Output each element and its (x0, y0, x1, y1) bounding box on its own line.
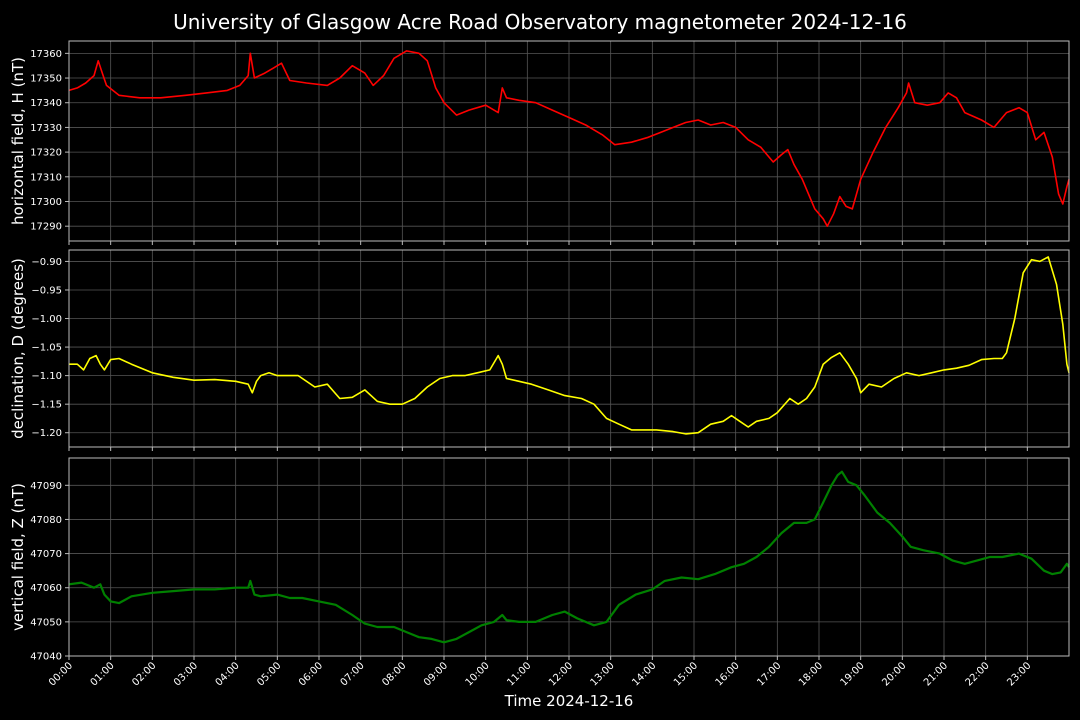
y-tick-label: 47060 (30, 583, 62, 594)
x-tick-label: 23:00 (1005, 660, 1033, 688)
x-tick-label: 19:00 (839, 660, 867, 688)
x-tick-label: 13:00 (589, 660, 617, 688)
y-tick-label: 47040 (30, 652, 62, 663)
y-tick-label: −1.10 (31, 371, 62, 382)
y-tick-label: −0.95 (31, 285, 62, 296)
x-tick-label: 00:00 (47, 660, 75, 688)
horizontal-field-panel: 17290 17300 17310 17320 17330 17340 17350 17360… (9, 40, 1070, 245)
x-tick-label: 02:00 (130, 660, 158, 688)
y-tick-label: 17320 (30, 148, 62, 159)
y-tick-label: 17290 (30, 222, 62, 233)
horizontal-field-series-line (68, 50, 1070, 227)
y-tick-label: 17360 (30, 49, 62, 60)
horizontal-field-y-label: horizontal field, H (nT) (9, 57, 27, 225)
declination-y-label: declination, D (degrees) (9, 258, 27, 439)
x-tick-label: 11:00 (505, 660, 533, 688)
x-tick-label: 16:00 (714, 660, 742, 688)
y-tick-label: −1.05 (31, 343, 62, 354)
x-tick-label: 20:00 (880, 660, 908, 688)
x-tick-label: 04:00 (214, 660, 242, 688)
x-tick-label: 17:00 (755, 660, 783, 688)
y-tick-label: 17330 (30, 123, 62, 134)
x-tick-label: 21:00 (922, 660, 950, 688)
declination-panel: −1.20 −1.15 −1.10 −1.05 −1.00 −0.95 −0.90 decli… (9, 249, 1070, 451)
y-tick-label: 47080 (30, 515, 62, 526)
x-tick-label: 10:00 (464, 660, 492, 688)
horizontal-field-frame (68, 40, 1070, 242)
x-tick-label: 14:00 (630, 660, 658, 688)
y-tick-label: −1.00 (31, 314, 62, 325)
y-tick-label: −1.15 (31, 400, 62, 411)
declination-series-line (69, 256, 1070, 435)
x-tick-label: 09:00 (422, 660, 450, 688)
x-tick-label: 22:00 (964, 660, 992, 688)
x-tick-label: 15:00 (672, 660, 700, 688)
y-tick-label: 47050 (30, 617, 62, 628)
y-tick-label: 47070 (30, 549, 62, 560)
y-tick-label: −0.90 (31, 257, 62, 268)
x-tick-label: 03:00 (172, 660, 200, 688)
declination-frame (68, 249, 1070, 448)
y-tick-label: 17310 (30, 172, 62, 183)
vertical-field-frame (68, 457, 1070, 657)
vertical-field-y-label: vertical field, Z (nT) (9, 483, 27, 631)
y-tick-label: 47090 (30, 481, 62, 492)
x-tick-label: 01:00 (89, 660, 117, 688)
x-tick-label: 06:00 (297, 660, 325, 688)
y-tick-label: 17340 (30, 98, 62, 109)
y-tick-label: −1.20 (31, 428, 62, 439)
x-tick-label: 07:00 (339, 660, 367, 688)
vertical-field-series-line (68, 470, 1070, 644)
x-tick-label: 05:00 (255, 660, 283, 688)
x-axis-label: Time 2024-12-16 (504, 692, 634, 710)
x-tick-label: 08:00 (380, 660, 408, 688)
y-tick-label: 17350 (30, 74, 62, 85)
y-tick-label: 17300 (30, 197, 62, 208)
chart-title: University of Glasgow Acre Road Observat… (173, 10, 907, 34)
x-tick-label: 12:00 (547, 660, 575, 688)
x-tick-label: 18:00 (797, 660, 825, 688)
